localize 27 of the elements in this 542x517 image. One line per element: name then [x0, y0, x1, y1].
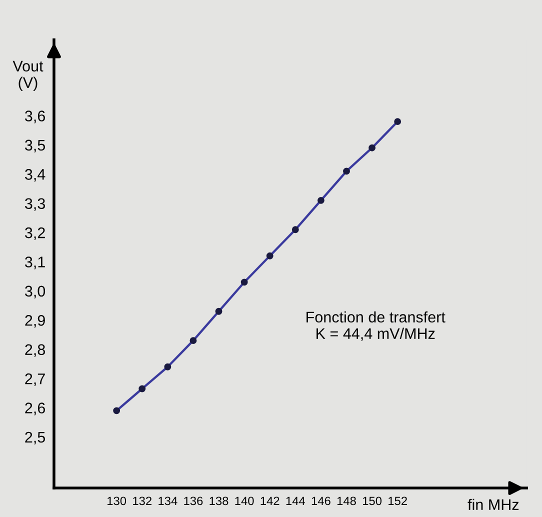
- y-tick-label: 3,3: [24, 198, 45, 211]
- x-axis-title: fin MHz: [468, 498, 519, 510]
- x-tick-label: 132: [133, 496, 152, 506]
- x-tick-label: 142: [260, 496, 280, 506]
- annotation: Fonction de transfert K = 44,4 mV/MHz: [306, 311, 446, 341]
- x-tick-label: 130: [108, 496, 126, 506]
- x-tick-label: 134: [158, 496, 178, 506]
- y-axis-title: Vout (V): [12, 60, 44, 92]
- y-tick-label: 3,2: [24, 227, 45, 240]
- x-tick-label: 150: [362, 496, 382, 506]
- y-tick-label: 3,0: [24, 286, 46, 298]
- y-tick-label: 3,6: [24, 110, 45, 124]
- y-tick-label: 2,8: [25, 344, 45, 357]
- x-tick-label: 138: [210, 496, 228, 506]
- x-tick-label: 146: [312, 496, 330, 506]
- y-tick-label: 2,9: [25, 315, 45, 328]
- x-tick-label: 148: [337, 496, 356, 506]
- x-tick-label: 140: [235, 496, 254, 506]
- x-tick-label: 144: [286, 496, 306, 506]
- y-tick-label: 3,5: [24, 140, 46, 152]
- y-tick-label: 2,7: [25, 373, 45, 386]
- y-tick-label: 2,5: [25, 432, 46, 444]
- y-tick-label: 3,4: [24, 169, 46, 182]
- x-tick-label: 136: [184, 496, 203, 506]
- y-tick-label: 3,1: [24, 256, 45, 270]
- y-tick-label: 2,6: [25, 402, 45, 416]
- x-tick-label: 152: [388, 496, 407, 506]
